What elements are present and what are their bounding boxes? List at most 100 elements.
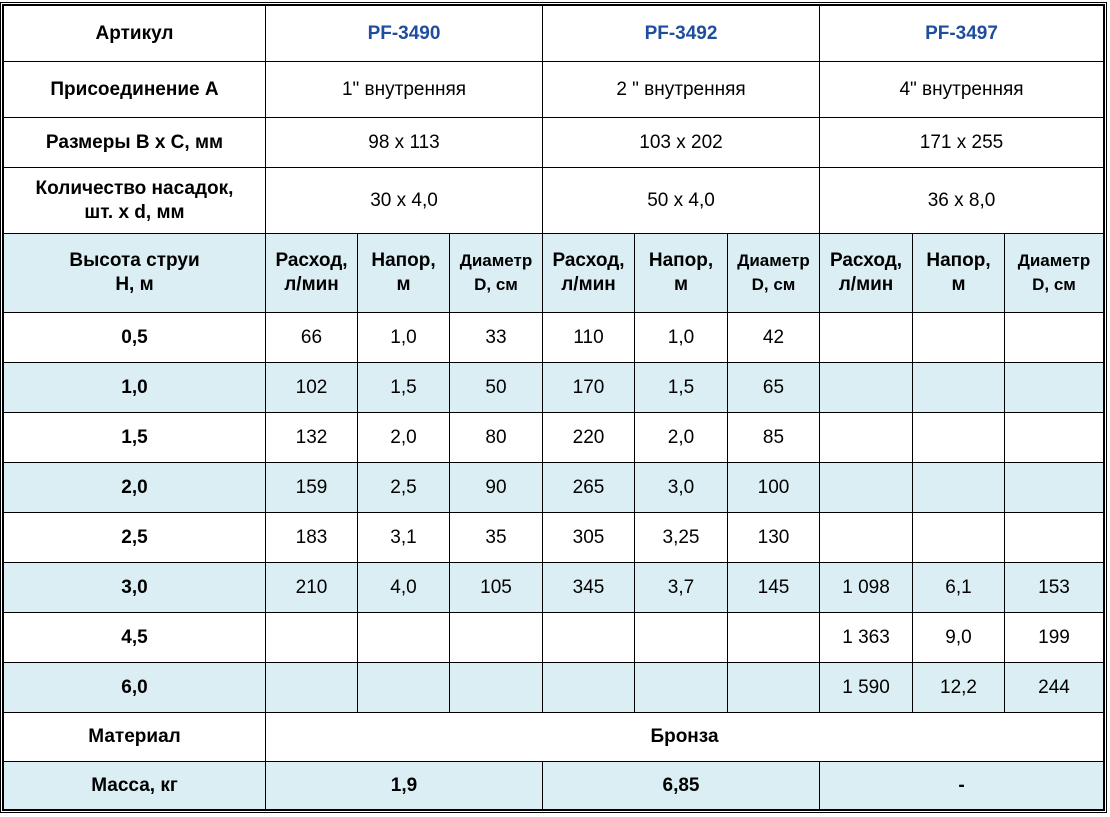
value-cell: 6,1 bbox=[912, 562, 1005, 613]
size-value: 171 x 255 bbox=[819, 117, 1104, 168]
value-cell bbox=[819, 512, 913, 563]
jet-height-cell: 2,5 bbox=[3, 512, 266, 563]
value-cell: 2,0 bbox=[357, 412, 450, 463]
jet-height-line2: H, м bbox=[115, 274, 154, 295]
size-value: 98 x 113 bbox=[265, 117, 543, 168]
column-header-line2: D, см bbox=[751, 275, 796, 294]
column-header-line1: Расход, bbox=[552, 250, 625, 271]
jet-height-cell: 1,0 bbox=[3, 362, 266, 413]
jet-height-line1: Высота струи bbox=[69, 250, 200, 271]
value-cell bbox=[912, 412, 1005, 463]
column-header-line2: D, см bbox=[1032, 275, 1076, 294]
nozzles-label-line1: Количество насадок, bbox=[35, 177, 234, 199]
nozzles-value: 30 x 4,0 bbox=[265, 167, 543, 234]
nozzles-value: 36 x 8,0 bbox=[819, 167, 1104, 234]
column-header-line1: Напор, bbox=[371, 250, 436, 271]
value-cell: 110 bbox=[542, 312, 635, 363]
column-header-line1: Напор, bbox=[926, 250, 991, 271]
column-header-line2: л/мин bbox=[284, 274, 339, 295]
value-cell: 33 bbox=[449, 312, 543, 363]
value-cell bbox=[1004, 362, 1104, 413]
column-header-line2: D, см bbox=[474, 275, 518, 294]
value-cell bbox=[727, 612, 820, 663]
nozzles-row: Количество насадок, шт. x d, мм 30 x 4,0 … bbox=[3, 167, 1104, 234]
table-row: 1,5 132 2,0 80 220 2,0 85 bbox=[3, 412, 1104, 463]
column-header-line1: Диаметр bbox=[1017, 251, 1091, 270]
value-cell: 153 bbox=[1004, 562, 1104, 613]
value-cell: 3,1 bbox=[357, 512, 450, 563]
value-cell bbox=[819, 462, 913, 513]
connection-label: Присоединение A bbox=[3, 61, 266, 118]
article-pf-3492: PF-3492 bbox=[542, 5, 820, 62]
column-header-line2: л/мин bbox=[561, 274, 616, 295]
jet-height-cell: 6,0 bbox=[3, 662, 266, 713]
subheader-row: Высота струи H, м Расход, л/мин Напор, м Диам… bbox=[3, 233, 1104, 313]
value-cell: 244 bbox=[1004, 662, 1104, 713]
value-cell: 65 bbox=[727, 362, 820, 413]
value-cell bbox=[634, 662, 728, 713]
value-cell bbox=[727, 662, 820, 713]
value-cell: 1,5 bbox=[634, 362, 728, 413]
article-pf-3497: PF-3497 bbox=[819, 5, 1104, 62]
column-header-line1: Расход, bbox=[829, 250, 903, 271]
value-cell: 85 bbox=[727, 412, 820, 463]
nozzles-label-line2: шт. x d, мм bbox=[84, 201, 185, 223]
value-cell: 3,25 bbox=[634, 512, 728, 563]
material-row: Материал Бронза bbox=[3, 712, 1104, 762]
jet-height-cell: 0,5 bbox=[3, 312, 266, 363]
jet-height-cell: 4,5 bbox=[3, 612, 266, 663]
value-cell: 4,0 bbox=[357, 562, 450, 613]
value-cell bbox=[1004, 412, 1104, 463]
value-cell: 42 bbox=[727, 312, 820, 363]
jet-height-header: Высота струи H, м bbox=[3, 233, 266, 313]
table-row: 0,5 66 1,0 33 110 1,0 42 bbox=[3, 312, 1104, 363]
value-cell: 2,0 bbox=[634, 412, 728, 463]
connection-row: Присоединение A 1" внутренняя 2 " внутре… bbox=[3, 61, 1104, 118]
value-cell: 210 bbox=[265, 562, 358, 613]
value-cell bbox=[819, 312, 913, 363]
column-header: Напор, м bbox=[912, 233, 1005, 313]
mass-value: 1,9 bbox=[265, 761, 543, 810]
value-cell: 130 bbox=[727, 512, 820, 563]
value-cell: 265 bbox=[542, 462, 635, 513]
value-cell: 90 bbox=[449, 462, 543, 513]
value-cell bbox=[1004, 312, 1104, 363]
value-cell bbox=[357, 612, 450, 663]
material-value: Бронза bbox=[265, 712, 1104, 762]
value-cell: 100 bbox=[727, 462, 820, 513]
value-cell bbox=[912, 312, 1005, 363]
table-row: 2,5 183 3,1 35 305 3,25 130 bbox=[3, 512, 1104, 563]
value-cell: 80 bbox=[449, 412, 543, 463]
value-cell bbox=[265, 662, 358, 713]
column-header-line2: м bbox=[951, 274, 966, 295]
jet-height-cell: 1,5 bbox=[3, 412, 266, 463]
connection-value: 1" внутренняя bbox=[265, 61, 543, 118]
value-cell: 1 590 bbox=[819, 662, 913, 713]
mass-value: - bbox=[819, 761, 1104, 810]
value-cell: 199 bbox=[1004, 612, 1104, 663]
jet-height-cell: 2,0 bbox=[3, 462, 266, 513]
mass-label: Масса, кг bbox=[3, 761, 266, 810]
article-row: Артикул PF-3490 PF-3492 PF-3497 bbox=[3, 5, 1104, 62]
value-cell: 105 bbox=[449, 562, 543, 613]
mass-value: 6,85 bbox=[542, 761, 820, 810]
column-header: Напор, м bbox=[357, 233, 450, 313]
table-row: 1,0 102 1,5 50 170 1,5 65 bbox=[3, 362, 1104, 413]
value-cell bbox=[542, 612, 635, 663]
value-cell bbox=[449, 612, 543, 663]
value-cell: 35 bbox=[449, 512, 543, 563]
value-cell: 50 bbox=[449, 362, 543, 413]
nozzles-value: 50 x 4,0 bbox=[542, 167, 820, 234]
column-header-line2: м bbox=[396, 274, 411, 295]
value-cell: 3,7 bbox=[634, 562, 728, 613]
value-cell: 1 098 bbox=[819, 562, 913, 613]
table-row: 4,5 1 363 9,0 199 bbox=[3, 612, 1104, 663]
value-cell bbox=[819, 412, 913, 463]
connection-value: 2 " внутренняя bbox=[542, 61, 820, 118]
value-cell: 159 bbox=[265, 462, 358, 513]
material-label: Материал bbox=[3, 712, 266, 762]
jet-height-cell: 3,0 bbox=[3, 562, 266, 613]
value-cell bbox=[912, 512, 1005, 563]
value-cell: 220 bbox=[542, 412, 635, 463]
